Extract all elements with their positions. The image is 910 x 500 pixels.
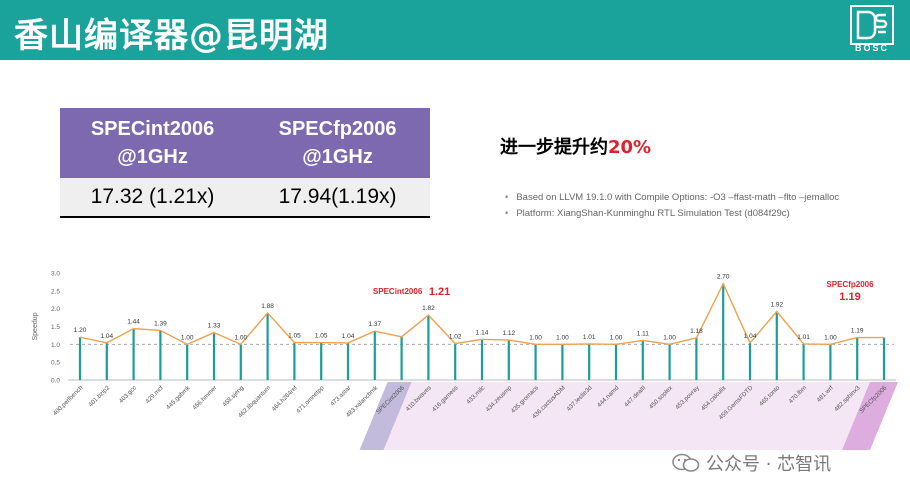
- data-label: 2.70: [717, 274, 730, 281]
- y-tick-label: 0.5: [51, 360, 60, 367]
- specfp-total-band: [842, 382, 898, 450]
- y-tick-label: 1.5: [51, 324, 60, 331]
- data-label: 1.01: [797, 334, 810, 341]
- data-label: 1.00: [556, 334, 569, 341]
- annotation-specfp-label: SPECfp2006: [826, 280, 874, 289]
- data-label: 1.05: [315, 333, 328, 340]
- annotation-specint-label: SPECint2006: [373, 287, 423, 296]
- headline-percent: 20%: [608, 137, 652, 158]
- annotation-specint-value: 1.21: [429, 286, 450, 298]
- x-tick-label: 456.hmmer: [191, 384, 218, 411]
- table-header-specfp-line1: SPECfp2006: [278, 118, 397, 140]
- watermark-text: 公众号 · 芯智讯: [706, 454, 832, 475]
- x-tick-label: 401.bzip2: [87, 384, 111, 408]
- note-list: Based on LLVM 19.1.0 with Compile Option…: [505, 190, 839, 222]
- data-label: 1.14: [476, 329, 489, 336]
- data-label: 1.92: [770, 302, 783, 309]
- x-tick-label: 429.mcf: [144, 384, 165, 405]
- data-label: 1.00: [181, 334, 194, 341]
- specfp-band: [383, 382, 870, 450]
- table-cell-specint: 17.32 (1.21x): [60, 178, 246, 218]
- score-table: SPECint2006 @1GHz SPECfp2006 @1GHz 17.32…: [60, 108, 430, 218]
- data-label: 1.00: [663, 334, 676, 341]
- table-header-specint-line2: @1GHz: [117, 146, 188, 168]
- data-label: 1.37: [368, 321, 381, 328]
- table-header-specfp: SPECfp2006 @1GHz: [245, 108, 430, 178]
- y-axis-label: Speedup: [32, 312, 39, 340]
- bosc-logo: BOSC: [844, 5, 900, 55]
- data-label: 1.02: [449, 334, 462, 341]
- data-label: 1.33: [208, 323, 221, 330]
- data-label: 1.44: [127, 319, 140, 326]
- table-header-specint-line1: SPECint2006: [90, 118, 215, 140]
- y-tick-label: 1.0: [51, 342, 60, 349]
- x-tick-label: 464.h264ref: [271, 384, 300, 413]
- y-tick-label: 3.0: [51, 271, 60, 278]
- speedup-chart: Speedup 0.0 0.5 1.0 1.5 2.0 2.5 3.0 1.20 1.04 1.44…: [32, 271, 898, 450]
- page-title: 香山编译器@昆明湖: [14, 16, 329, 56]
- data-label: 1.11: [637, 330, 650, 337]
- x-tick-label: 400.perlbench: [52, 384, 85, 417]
- y-tick-label: 2.0: [51, 306, 60, 313]
- headline-text: 进一步提升约: [500, 137, 608, 158]
- data-label: 1.00: [824, 334, 837, 341]
- data-label: 1.82: [422, 305, 435, 312]
- data-label: 1.01: [583, 334, 596, 341]
- note-item: Platform: XiangShan-Kunminghu RTL Simula…: [505, 206, 839, 222]
- data-label: 1.39: [154, 320, 167, 327]
- data-label: 1.12: [502, 330, 515, 337]
- data-label: 1.00: [610, 334, 623, 341]
- data-label: 1.19: [851, 328, 864, 335]
- data-label: 1.18: [690, 328, 703, 335]
- note-item: Based on LLVM 19.1.0 with Compile Option…: [505, 190, 839, 206]
- x-tick-label: 471.omnetpp: [295, 384, 326, 415]
- table-header-specint: SPECint2006 @1GHz: [60, 108, 246, 178]
- series-line: [79, 282, 884, 346]
- data-label: 1.05: [288, 333, 301, 340]
- y-tick-label: 2.5: [51, 288, 60, 295]
- data-label: 1.04: [744, 333, 757, 340]
- table-cell-specfp: 17.94(1.19x): [245, 178, 430, 218]
- x-tick-label: 473.astar: [329, 384, 352, 407]
- data-label: 1.04: [100, 333, 113, 340]
- title-bar: 香山编译器@昆明湖 BOSC: [0, 0, 910, 60]
- headline: 进一步提升约20%: [500, 133, 651, 159]
- data-label: 1.00: [234, 334, 247, 341]
- x-tick-label: 445.gobmk: [165, 384, 192, 411]
- data-label: 1.20: [74, 327, 87, 334]
- specint-band: [359, 382, 412, 450]
- y-tick-label: 0.0: [51, 378, 60, 385]
- logo-text: BOSC: [854, 43, 889, 53]
- data-label: 1.88: [261, 303, 274, 310]
- annotation-specfp-value: 1.19: [839, 291, 860, 303]
- watermark: 公众号 · 芯智讯: [672, 450, 831, 476]
- table-header-specfp-line2: @1GHz: [302, 146, 373, 168]
- wechat-icon: [672, 453, 700, 473]
- data-label: 1.04: [342, 333, 355, 340]
- data-label: 1.00: [529, 334, 542, 341]
- x-tick-label: 458.sjeng: [221, 384, 245, 408]
- x-tick-label: 403.gcc: [118, 384, 138, 404]
- logo-mark-icon: [850, 5, 894, 45]
